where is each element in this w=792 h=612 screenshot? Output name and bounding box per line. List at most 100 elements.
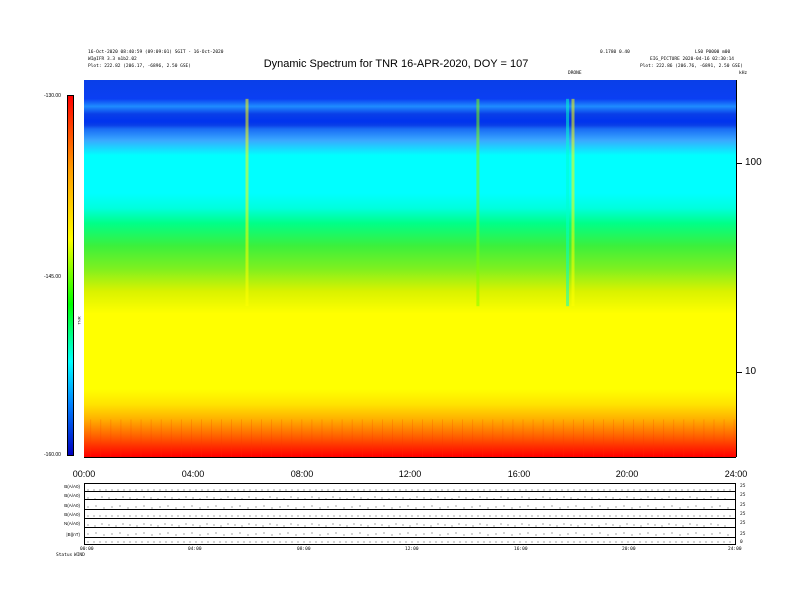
subplot-dot xyxy=(243,541,245,543)
subplot-dot xyxy=(429,489,431,491)
subplot-dot xyxy=(463,507,465,509)
subplot-dot xyxy=(367,525,369,527)
subplot-dot xyxy=(528,497,530,499)
subplot-rtick-3a: 25 xyxy=(740,503,746,508)
subplot-dot xyxy=(703,507,705,509)
subplot-dot xyxy=(657,489,659,491)
subplot-dot xyxy=(681,515,683,517)
subplot-dot xyxy=(549,541,551,543)
subplot-dot xyxy=(471,533,473,535)
subplot-dot xyxy=(335,505,337,507)
subplot-dot xyxy=(165,541,167,543)
subplot-line-2 xyxy=(84,499,736,500)
subplot-dot xyxy=(185,496,187,498)
subplot-dot xyxy=(135,506,137,508)
x-tick-4: 04:00 xyxy=(181,469,205,479)
subplot-dot xyxy=(346,498,348,500)
subplot-dot xyxy=(669,489,671,491)
subplot-dot xyxy=(381,515,383,517)
subplot-dot xyxy=(687,541,689,543)
subplot-dot xyxy=(255,489,257,491)
subplot-dot xyxy=(171,489,173,491)
subplot-dot xyxy=(507,515,509,517)
subplot-dot xyxy=(507,497,509,499)
subplot-dot xyxy=(241,525,243,527)
subplot-dot xyxy=(671,532,673,534)
subplot-dot xyxy=(297,515,299,517)
subplot-rtick-4a: 25 xyxy=(740,512,746,517)
subplot-dot xyxy=(87,515,89,517)
subplot-dot xyxy=(303,533,305,535)
subplot-dot xyxy=(374,523,376,525)
subplot-dot xyxy=(171,541,173,543)
subplot-dot xyxy=(343,507,345,509)
subplot-traces xyxy=(87,489,731,543)
subplot-dot xyxy=(93,541,95,543)
subplot-dot xyxy=(333,515,335,517)
subplot-dot xyxy=(411,541,413,543)
subplot-dot xyxy=(555,541,557,543)
sub-x-tick-4: 04:00 xyxy=(188,547,202,552)
subplot-dot xyxy=(375,541,377,543)
subplot-dot xyxy=(639,533,641,535)
subplot-dot xyxy=(213,541,215,543)
x-tick-12: 12:00 xyxy=(398,469,422,479)
subplot-dot xyxy=(159,515,161,517)
subplot-dot xyxy=(311,496,313,498)
subplot-dot xyxy=(525,489,527,491)
subplot-dot xyxy=(183,541,185,543)
subplot-dot xyxy=(579,515,581,517)
subplot-dot xyxy=(388,525,390,527)
subplot-dot xyxy=(495,541,497,543)
subplot-dot xyxy=(503,532,505,534)
subplot-dot xyxy=(303,506,305,508)
subplot-dot xyxy=(483,541,485,543)
subplot-dot xyxy=(234,524,236,526)
subplot-dot xyxy=(465,524,467,526)
subplot-dot xyxy=(159,489,161,491)
subplot-dot xyxy=(103,507,105,509)
subplot-dot xyxy=(87,541,89,543)
subplot-dot xyxy=(327,489,329,491)
x-axis-line xyxy=(84,457,736,458)
subplot-dot xyxy=(122,496,124,498)
subplot-dot xyxy=(416,496,418,498)
subplot-dot xyxy=(231,541,233,543)
subplot-rtick-6b: 0 xyxy=(740,540,743,545)
subplot-dot xyxy=(411,515,413,517)
subplot-dot xyxy=(327,541,329,543)
subplot-dot xyxy=(117,515,119,517)
subplot-dot xyxy=(471,489,473,491)
subplot-dot xyxy=(430,498,432,500)
subplot-dot xyxy=(535,507,537,509)
subplot-dot xyxy=(575,505,577,507)
subplot-dot xyxy=(695,505,697,507)
subplot-dot xyxy=(297,497,299,499)
subplot-dot xyxy=(441,541,443,543)
subplot-dot xyxy=(416,523,418,525)
subplot-dot xyxy=(136,525,138,527)
subplot-dot xyxy=(591,524,593,526)
subplot-dot xyxy=(94,498,96,500)
subplot-dot xyxy=(241,498,243,500)
subplot-dot xyxy=(359,505,361,507)
subplot-dot xyxy=(729,489,731,491)
subplot-dot xyxy=(612,524,614,526)
subplot-dot xyxy=(153,489,155,491)
subplot-dot xyxy=(153,515,155,517)
subplot-dot xyxy=(696,497,698,499)
subplot-dot xyxy=(303,515,305,517)
subplot-dot xyxy=(724,498,726,500)
subplot-dot xyxy=(567,533,569,535)
subplot-dot xyxy=(285,541,287,543)
subplot-dot xyxy=(519,489,521,491)
subplot-dot xyxy=(94,525,96,527)
subplot-dot xyxy=(159,541,161,543)
subplot-dot xyxy=(513,541,515,543)
subplot-dot xyxy=(458,496,460,498)
subplot-dot xyxy=(183,489,185,491)
subplot-dot xyxy=(143,496,145,498)
subplot-dot xyxy=(495,506,497,508)
subplot-dot xyxy=(151,534,153,536)
subplot-dot xyxy=(369,489,371,491)
